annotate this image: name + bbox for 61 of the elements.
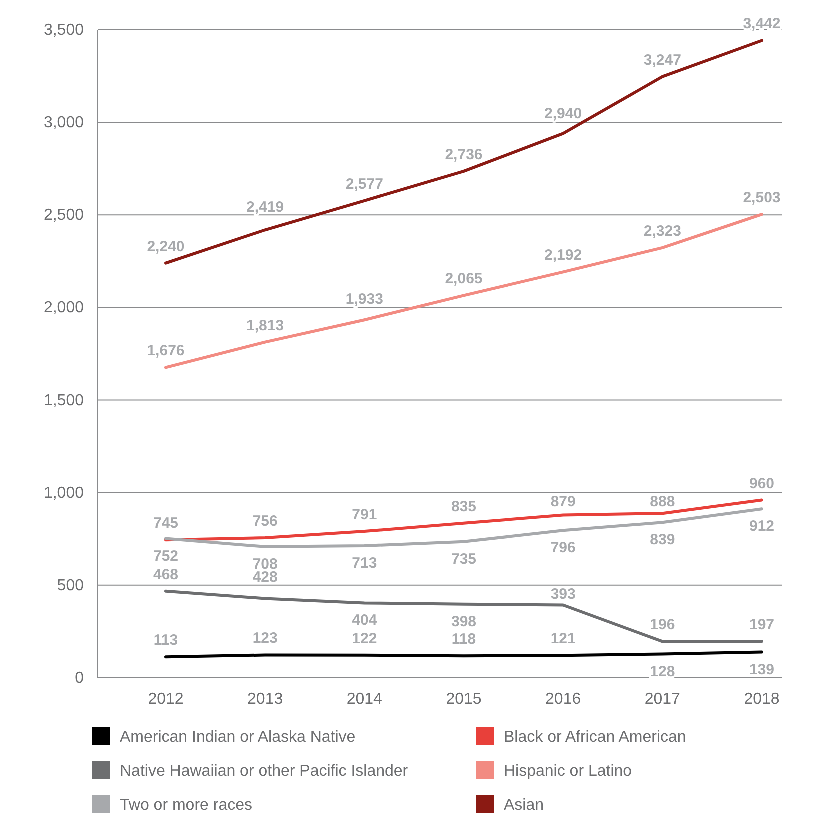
data-label: 713 (352, 554, 378, 572)
x-tick-label: 2016 (546, 691, 582, 708)
y-tick-label: 3,000 (44, 114, 84, 132)
x-tick-label: 2017 (644, 691, 681, 708)
data-label: 1,813 (246, 317, 284, 334)
data-label: 122 (352, 630, 378, 648)
y-tick-label: 0 (75, 670, 84, 687)
data-label: 839 (650, 532, 676, 549)
data-label: 404 (352, 612, 378, 630)
data-label: 2,419 (246, 199, 284, 216)
y-tick-label: 1,500 (44, 392, 84, 410)
data-label: 2,065 (445, 270, 483, 288)
data-label: 888 (650, 494, 676, 511)
data-label: 745 (153, 515, 179, 532)
data-label: 1,676 (147, 342, 185, 360)
x-tick-label: 2018 (744, 691, 780, 708)
legend-label: Hispanic or Latino (504, 763, 632, 780)
data-label: 1,933 (346, 291, 384, 308)
data-label: 123 (252, 630, 278, 648)
data-label: 2,323 (644, 222, 682, 240)
data-label: 197 (749, 616, 775, 634)
x-tick-label: 2012 (148, 691, 184, 708)
data-label: 2,240 (147, 238, 185, 256)
y-tick-label: 1,000 (44, 484, 84, 502)
data-label: 113 (154, 632, 178, 650)
y-tick-label: 2,000 (44, 300, 84, 317)
legend-label: Asian (504, 797, 544, 814)
data-label: 139 (749, 661, 775, 678)
data-label: 2,940 (544, 106, 582, 123)
data-label: 393 (550, 586, 576, 604)
data-label: 468 (153, 566, 179, 584)
data-label: 128 (650, 663, 676, 680)
data-label: 3,442 (743, 16, 781, 33)
legend-label: Black or African American (504, 729, 686, 746)
data-label: 121 (550, 630, 576, 648)
legend-label: Two or more races (120, 797, 252, 814)
data-label: 2,503 (743, 190, 781, 207)
data-label: 2,577 (346, 176, 384, 193)
data-label: 960 (749, 475, 775, 492)
data-label: 3,247 (644, 52, 682, 69)
data-label: 398 (451, 613, 477, 630)
data-label: 756 (252, 513, 278, 530)
legend-label: Native Hawaiian or other Pacific Islander (120, 763, 409, 780)
data-label: 735 (451, 550, 477, 568)
x-tick-label: 2015 (446, 691, 482, 708)
legend-label: American Indian or Alaska Native (120, 729, 356, 746)
x-tick-label: 2013 (248, 691, 284, 708)
y-tick-label: 3,500 (44, 22, 84, 39)
data-label: 879 (550, 493, 576, 510)
data-label: 2,736 (445, 146, 483, 164)
data-label: 791 (352, 506, 378, 524)
data-label: 118 (452, 631, 476, 648)
data-label: 835 (451, 498, 477, 516)
data-label: 796 (550, 540, 576, 557)
y-tick-label: 2,500 (44, 207, 84, 224)
data-label: 2,192 (544, 247, 582, 264)
data-label: 752 (153, 548, 179, 565)
x-tick-label: 2014 (346, 691, 383, 708)
y-tick-label: 500 (57, 577, 84, 594)
data-label: 196 (650, 616, 676, 634)
data-label: 912 (749, 518, 775, 536)
